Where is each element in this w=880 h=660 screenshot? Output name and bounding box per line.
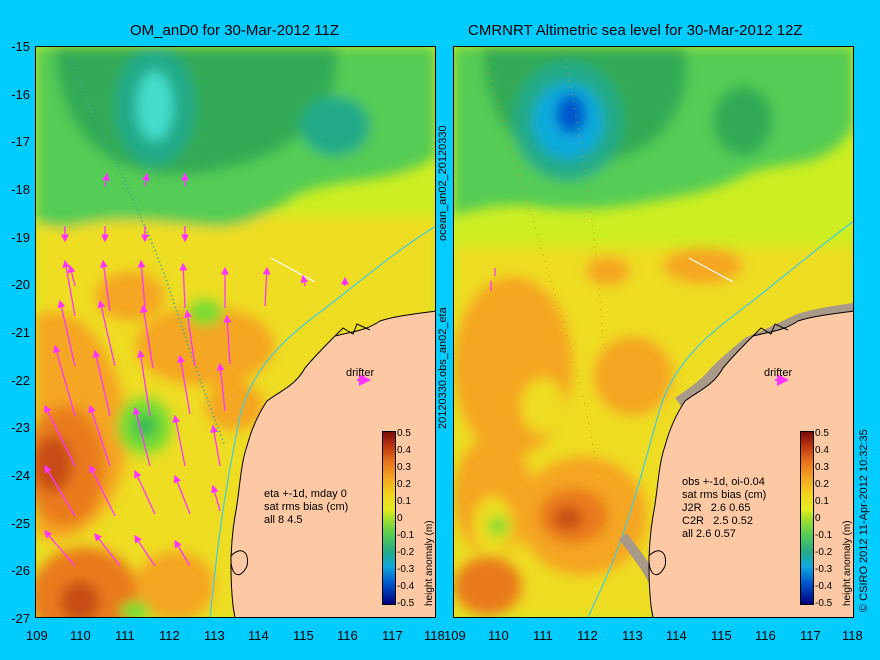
left-colorbar	[382, 431, 396, 605]
colorbar-tick-label: 0.4	[397, 445, 411, 456]
y-tick-label: -22	[11, 373, 30, 388]
colorbar-tick-label: -0.4	[397, 581, 415, 592]
x-tick-label: 110	[70, 628, 91, 643]
right-stats: obs +-1d, oi-0.04 sat rms bias (cm) J2R …	[682, 476, 767, 540]
colorbar-tick-label: -0.5	[397, 598, 415, 609]
x-tick-label: 118	[842, 628, 863, 643]
colorbar-title: height anomaly (m)	[424, 520, 435, 606]
drifter-label: drifter	[346, 367, 375, 379]
y-tick-label: -20	[11, 277, 30, 292]
x-tick-label: 114	[248, 628, 269, 643]
colorbar-tick-label: 0.3	[815, 462, 829, 473]
colorbar-tick-label: -0.4	[815, 581, 833, 592]
y-tick-label: -25	[11, 516, 30, 531]
x-tick-label: 115	[293, 628, 314, 643]
colorbar-tick-label: 0.5	[397, 428, 411, 439]
colorbar-tick-label: -0.1	[815, 530, 833, 541]
left-stats: eta +-1d, mday 0 sat rms bias (cm) all 8…	[264, 488, 349, 526]
colorbar-tick-label: 0.4	[815, 445, 829, 456]
y-tick-label: -16	[11, 87, 30, 102]
right-map-title: CMRNRT Altimetric sea level for 30-Mar-2…	[468, 22, 803, 39]
y-tick-label: -27	[11, 611, 30, 626]
colorbar-tick-label: 0.2	[397, 479, 411, 490]
left-map-field	[35, 46, 436, 618]
colorbar-tick-label: 0.5	[815, 428, 829, 439]
credit-label: © CSIRO 2012 11-Apr-2012 10:32:35	[858, 429, 870, 612]
colorbar-tick-label: 0	[815, 513, 821, 524]
x-tick-label: 118	[424, 628, 445, 643]
colorbar-tick-label: 0	[397, 513, 403, 524]
x-tick-label: 109	[444, 628, 466, 643]
y-tick-label: -24	[11, 468, 30, 483]
left-map[interactable]: drifter eta +-1d, mday 0 sat rms bias (c…	[35, 46, 436, 618]
right-map[interactable]: drifter obs +-1d, oi-0.04 sat rms bias (…	[453, 46, 854, 618]
x-tick-label: 109	[26, 628, 48, 643]
x-tick-label: 112	[577, 628, 598, 643]
y-tick-label: -23	[11, 420, 30, 435]
colorbar-tick-label: 0.1	[815, 496, 829, 507]
colorbar-title: height anomaly (m)	[842, 520, 853, 606]
y-tick-label: -19	[11, 230, 30, 245]
x-tick-label: 117	[800, 628, 821, 643]
colorbar-tick-label: -0.2	[397, 547, 415, 558]
colorbar-tick-label: -0.5	[815, 598, 833, 609]
x-tick-label: 114	[666, 628, 687, 643]
colorbar-tick-label: 0.2	[815, 479, 829, 490]
drifter-label: drifter	[764, 367, 793, 379]
colorbar-tick-label: 0.1	[397, 496, 411, 507]
velocity-vectors	[44, 172, 349, 567]
y-tick-label: -21	[11, 325, 30, 340]
left-map-title: OM_anD0 for 30-Mar-2012 11Z	[130, 22, 339, 39]
x-tick-label: 115	[711, 628, 732, 643]
x-tick-label: 111	[533, 628, 553, 643]
x-tick-label: 110	[488, 628, 509, 643]
right-side-label: ocean_an02_20120330	[437, 125, 449, 241]
y-tick-label: -17	[11, 134, 30, 149]
x-tick-label: 117	[382, 628, 403, 643]
x-tick-label: 112	[159, 628, 180, 643]
colorbar-tick-label: -0.2	[815, 547, 833, 558]
x-tick-label: 113	[622, 628, 643, 643]
x-tick-label: 113	[204, 628, 225, 643]
x-tick-label: 111	[115, 628, 135, 643]
colorbar-tick-label: -0.3	[397, 564, 415, 575]
x-tick-label: 116	[755, 628, 776, 643]
y-tick-label: -15	[11, 39, 30, 54]
y-tick-label: -18	[11, 182, 30, 197]
colorbar-tick-label: -0.1	[397, 530, 415, 541]
colorbar-tick-label: -0.3	[815, 564, 833, 575]
colorbar-tick-label: 0.3	[397, 462, 411, 473]
right-map-field	[453, 46, 854, 618]
right-colorbar	[800, 431, 814, 605]
x-tick-label: 116	[337, 628, 358, 643]
left-side-label: 20120330.obs_an02_eta	[437, 307, 449, 429]
y-tick-label: -26	[11, 563, 30, 578]
